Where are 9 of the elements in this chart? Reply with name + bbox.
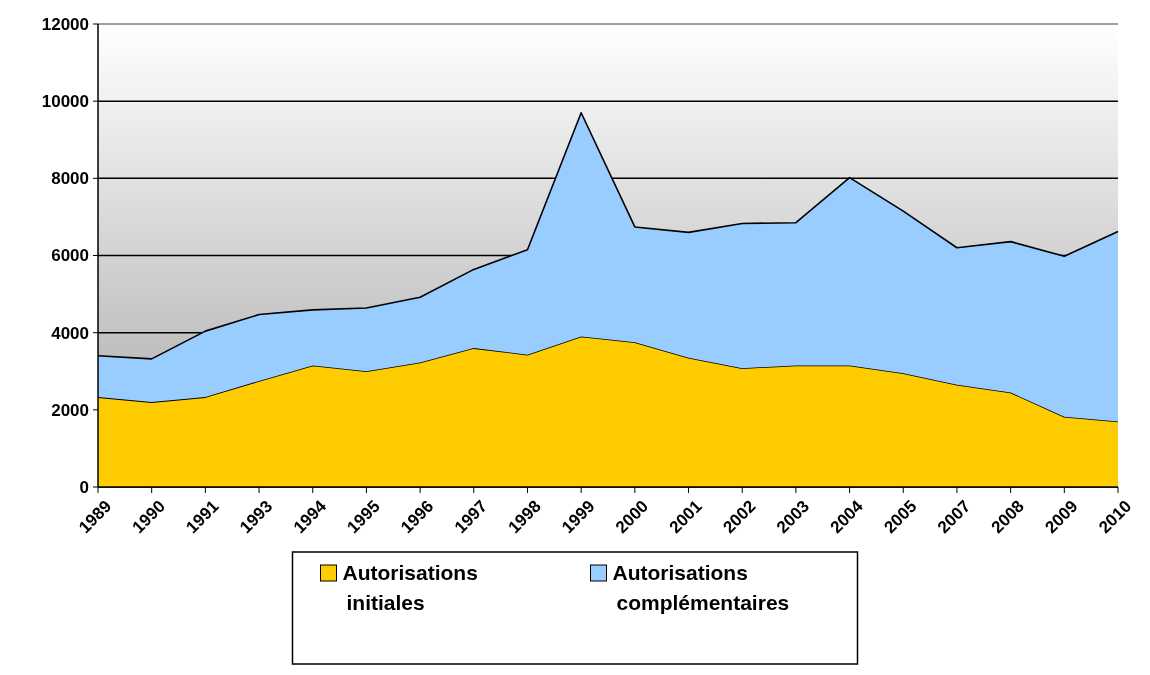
y-tick-label: 6000 xyxy=(51,246,89,266)
y-tick-label: 8000 xyxy=(51,169,89,189)
y-tick-label: 10000 xyxy=(41,92,89,112)
y-tick-label: 12000 xyxy=(41,14,89,34)
legend-label: Autorisations complémentaires xyxy=(612,561,790,614)
y-tick-label: 0 xyxy=(79,477,89,497)
y-tick-label: 4000 xyxy=(51,323,89,343)
y-tick-label: 2000 xyxy=(51,400,89,420)
legend-label: Autorisations initiales xyxy=(342,561,478,614)
